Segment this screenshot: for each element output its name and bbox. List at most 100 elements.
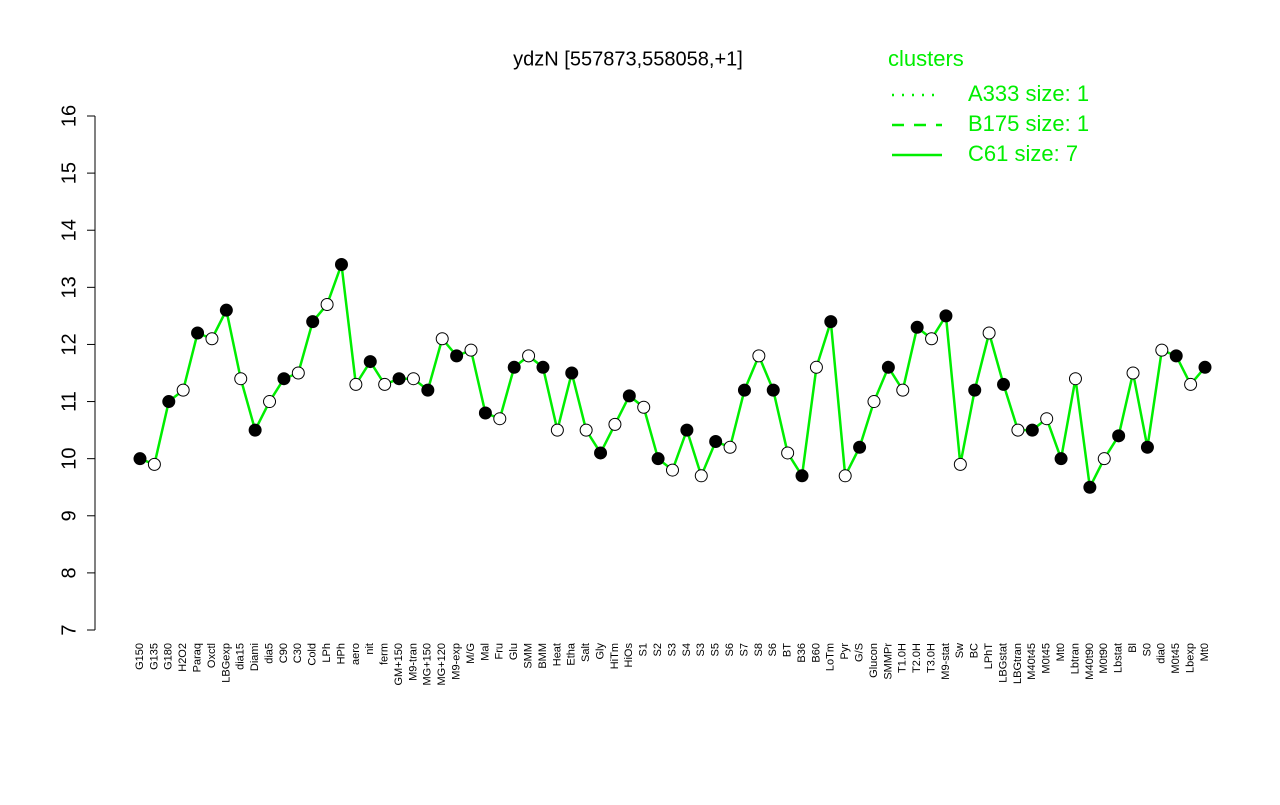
- data-point: [1140, 440, 1154, 454]
- x-tick-label: M0t45: [1170, 643, 1182, 674]
- x-tick-label: Mal: [479, 643, 491, 661]
- x-tick-label: G150: [134, 643, 146, 670]
- data-point: [248, 423, 262, 437]
- x-tick-label: S3: [695, 643, 707, 656]
- data-point: [795, 469, 809, 483]
- data-point: [594, 446, 608, 460]
- x-tick-label: LPh: [321, 643, 333, 663]
- data-point: [349, 377, 363, 391]
- data-point: [1198, 360, 1212, 374]
- x-tick-label: BT: [782, 643, 794, 657]
- data-point: [1169, 349, 1183, 363]
- x-tick-label: BMM: [537, 643, 549, 669]
- data-point: [176, 383, 190, 397]
- x-tick-label: M0t90: [1098, 643, 1110, 674]
- y-tick-label: 8: [58, 567, 80, 578]
- y-tick-label: 10: [58, 448, 80, 470]
- data-point: [982, 326, 996, 340]
- x-tick-label: S5: [710, 643, 722, 656]
- data-point: [133, 452, 147, 466]
- data-point: [493, 412, 507, 426]
- data-point: [320, 297, 334, 311]
- x-tick-label: S7: [738, 643, 750, 656]
- data-point: [363, 355, 377, 369]
- data-point: [853, 440, 867, 454]
- data-point: [522, 349, 536, 363]
- x-tick-label: Etha: [566, 642, 578, 666]
- x-tick-label: T3.0H: [925, 643, 937, 673]
- x-tick-label: SMMPr: [882, 643, 894, 680]
- x-tick-label: S8: [753, 643, 765, 656]
- data-point: [234, 372, 248, 386]
- x-tick-label: S2: [652, 643, 664, 656]
- x-tick-label: C30: [292, 643, 304, 663]
- data-point: [1112, 429, 1126, 443]
- x-tick-label: G135: [148, 643, 160, 670]
- data-point: [939, 309, 953, 323]
- x-tick-label: T2.0H: [911, 643, 923, 673]
- x-tick-label: Lbstat: [1113, 643, 1125, 673]
- x-tick-label: M/G: [465, 643, 477, 664]
- x-tick-label: LoTm: [825, 643, 837, 671]
- x-tick-label: ferm: [379, 643, 391, 665]
- x-tick-label: Diami: [249, 643, 261, 671]
- x-tick-label: Mt0: [1199, 643, 1211, 661]
- x-tick-label: T1.0H: [897, 643, 909, 673]
- data-point: [1097, 452, 1111, 466]
- x-tick-label: M40t45: [1026, 643, 1038, 680]
- x-tick-label: G/S: [854, 643, 866, 662]
- data-point: [752, 349, 766, 363]
- y-tick-label: 7: [58, 624, 80, 635]
- data-point: [1068, 372, 1082, 386]
- data-point: [219, 303, 233, 317]
- data-point: [637, 400, 651, 414]
- data-point: [1184, 377, 1198, 391]
- x-tick-label: M40t90: [1084, 643, 1096, 680]
- x-tick-label: S6: [767, 643, 779, 656]
- data-point: [910, 320, 924, 334]
- data-point: [651, 452, 665, 466]
- data-point: [896, 383, 910, 397]
- data-point: [550, 423, 564, 437]
- data-point: [291, 366, 305, 380]
- x-tick-label: Heat: [551, 643, 563, 666]
- legend-label: B175 size: 1: [968, 111, 1089, 136]
- data-point: [277, 372, 291, 386]
- data-point: [478, 406, 492, 420]
- data-point: [1155, 343, 1169, 357]
- x-tick-label: B36: [796, 643, 808, 663]
- data-point: [435, 332, 449, 346]
- data-point: [205, 332, 219, 346]
- x-tick-label: C90: [278, 643, 290, 663]
- data-point: [709, 435, 723, 449]
- y-tick-label: 11: [58, 391, 80, 412]
- x-tick-label: BC: [969, 643, 981, 658]
- x-tick-label: Bl: [1127, 643, 1139, 653]
- data-point: [450, 349, 464, 363]
- x-tick-label: Mt0: [1055, 643, 1067, 661]
- x-tick-label: Fru: [494, 643, 506, 660]
- data-point: [838, 469, 852, 483]
- data-point: [406, 372, 420, 386]
- x-tick-label: Lbexp: [1185, 643, 1197, 673]
- x-tick-label: M9-exp: [451, 643, 463, 680]
- x-tick-label: H2O2: [177, 643, 189, 672]
- data-point: [306, 315, 320, 329]
- data-point: [1011, 423, 1025, 437]
- y-tick-label: 9: [58, 510, 80, 521]
- x-tick-label: Gly: [594, 643, 606, 660]
- x-tick-label: Paraq: [191, 643, 203, 672]
- legend-label: C61 size: 7: [968, 141, 1078, 166]
- x-tick-label: LBGtran: [1012, 643, 1024, 684]
- y-tick-label: 13: [58, 276, 80, 298]
- data-point: [334, 257, 348, 271]
- x-tick-label: LPhT: [983, 643, 995, 670]
- data-point: [1054, 452, 1068, 466]
- x-tick-label: Sw: [954, 643, 966, 658]
- data-point: [1126, 366, 1140, 380]
- x-tick-label: S4: [681, 643, 693, 656]
- x-tick-label: Oxctl: [206, 643, 218, 668]
- data-point: [579, 423, 593, 437]
- data-point: [608, 417, 622, 431]
